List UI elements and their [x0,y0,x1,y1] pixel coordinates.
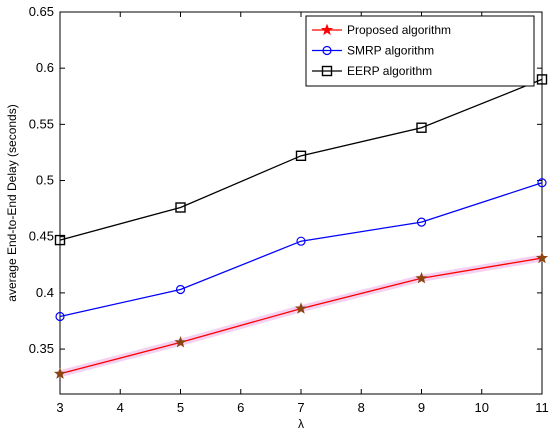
x-tick-label: 3 [56,400,63,415]
legend-entry: Proposed algorithm [312,23,451,37]
data-point-marker [294,302,308,314]
series-3 [54,74,548,246]
y-tick-label: 0.5 [36,173,54,188]
x-tick-label: 10 [475,400,489,415]
x-tick-label: 6 [237,400,244,415]
legend-marker [320,23,334,36]
x-tick-label: 5 [177,400,184,415]
y-tick-label: 0.35 [29,341,54,356]
y-tick-label: 0.6 [36,60,54,75]
data-point-marker [295,150,307,162]
x-tick-label: 7 [297,400,304,415]
data-point-marker [535,251,549,264]
data-point-marker [175,202,186,213]
series-line [59,182,543,318]
x-tick-label: 9 [418,400,425,415]
data-point-marker [53,367,67,379]
legend-box [305,15,535,87]
legend-label: SMRP algorithm [347,44,434,58]
y-tick-label: 0.55 [29,116,54,131]
legend-entry: EERP algorithm [312,64,432,78]
data-point-marker [175,284,186,295]
x-axis-label: λ [298,417,304,431]
data-point-marker [416,217,427,227]
y-axis-ticks: 0.35 0.4 0.45 0.5 0.55 0.6 0.65 [29,4,542,356]
data-point-marker [54,234,66,246]
legend: Proposed algorithm SMRP algorithm EERP alg… [305,15,535,87]
series-line [59,78,543,241]
data-point-marker [536,74,548,85]
y-tick-label: 0.45 [29,229,54,244]
data-point-marker [55,311,65,322]
series-layer [53,74,549,379]
legend-marker [321,65,333,77]
legend-label: Proposed algorithm [347,23,451,37]
data-point-marker [174,335,187,348]
series-1 [53,251,549,379]
x-tick-label: 11 [535,400,549,415]
y-tick-label: 0.4 [36,285,54,300]
legend-marker [322,45,332,56]
data-point-marker [415,271,428,284]
legend-label: EERP algorithm [347,64,432,78]
data-point-marker [416,122,427,133]
data-point-marker [537,178,547,188]
x-tick-label: 4 [117,400,124,415]
y-axis-label: average End-to-End Delay (seconds) [5,104,19,301]
data-point-marker [296,236,306,246]
series-2 [55,178,547,322]
x-tick-label: 8 [358,400,365,415]
x-axis-ticks: 3 4 5 6 7 8 9 10 11 [56,12,549,415]
legend-entry: SMRP algorithm [312,44,434,58]
y-tick-label: 0.65 [29,4,54,19]
